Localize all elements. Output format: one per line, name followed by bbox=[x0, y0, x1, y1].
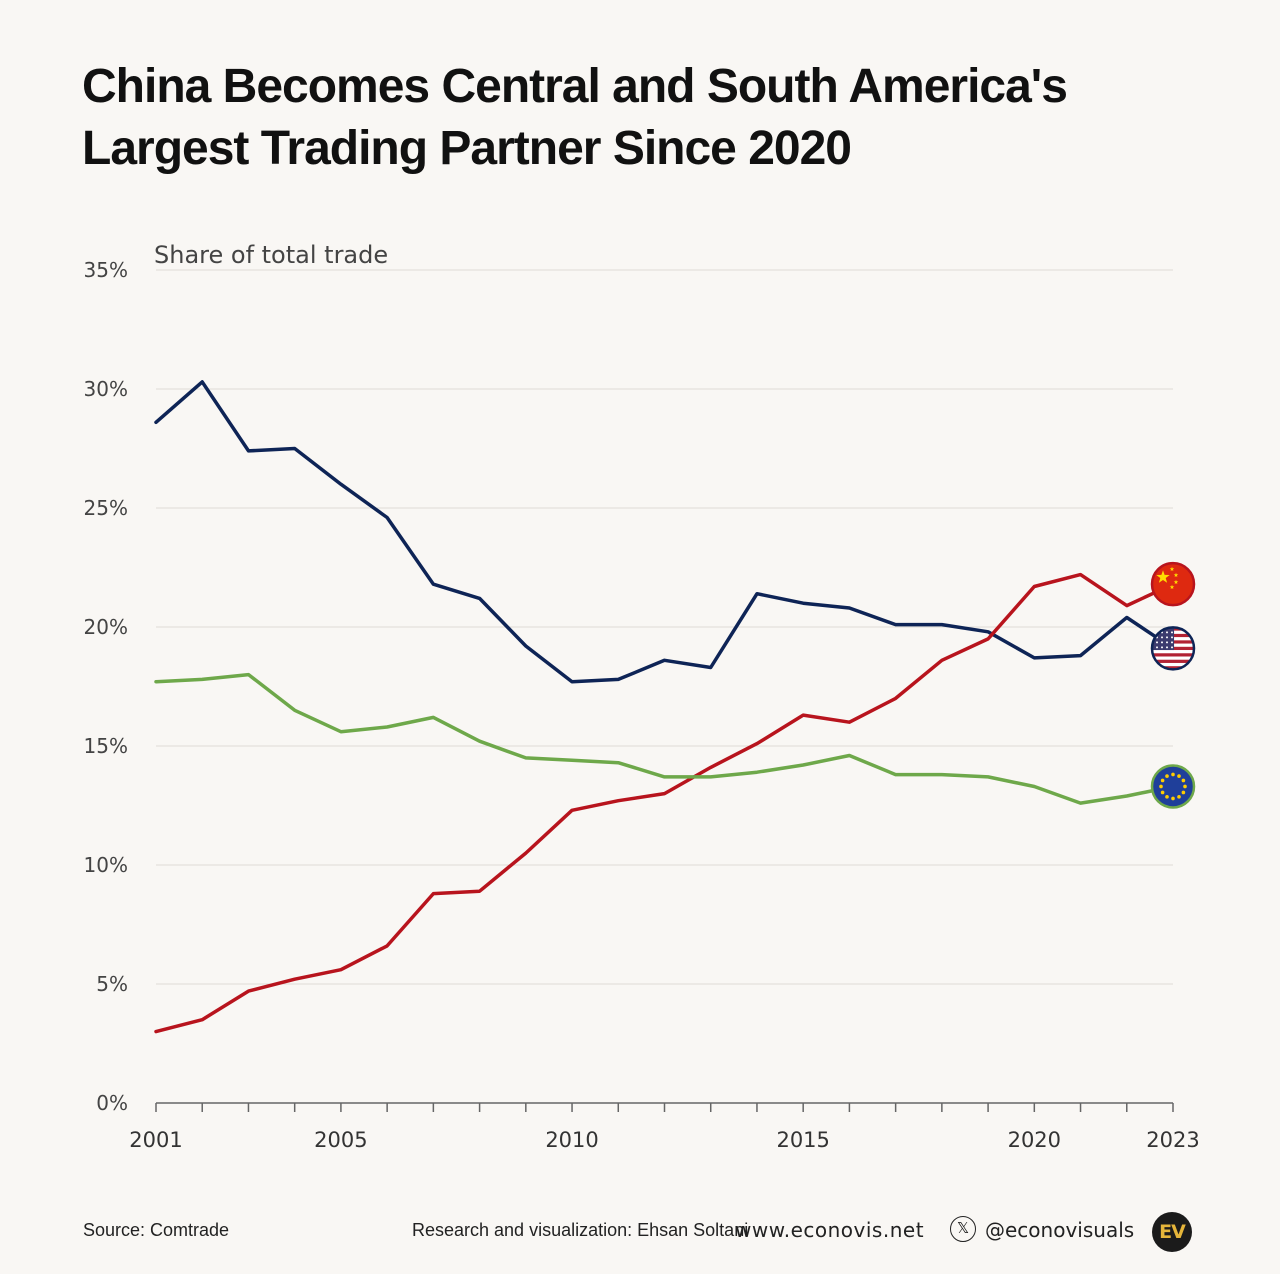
eu-flag-icon bbox=[1150, 764, 1196, 809]
credit-note: Research and visualization: Ehsan Soltan… bbox=[412, 1220, 749, 1240]
x-axis: 2001 2005 2010 2015 2020 2023 bbox=[129, 1102, 1200, 1152]
y-tick-label: 0% bbox=[96, 1091, 128, 1115]
source-note: Source: Comtrade bbox=[83, 1220, 230, 1240]
x-tick-label: 2020 bbox=[1008, 1128, 1061, 1152]
line-chart: Share of total trade 0% 5% 10% 15% 20% 25% 30%… bbox=[84, 241, 1200, 1152]
x-tick-label: 2023 bbox=[1146, 1128, 1199, 1152]
chart-title-line-2: Largest Trading Partner Since 2020 bbox=[82, 122, 852, 175]
y-tick-label: 20% bbox=[84, 615, 128, 639]
series-lines bbox=[154, 380, 1175, 1034]
y-tick-label: 30% bbox=[84, 377, 128, 401]
y-tick-label: 25% bbox=[84, 496, 128, 520]
x-tick-label: 2010 bbox=[545, 1128, 598, 1152]
china-flag-icon bbox=[1150, 561, 1196, 607]
x-tick-label: 2005 bbox=[314, 1128, 367, 1152]
x-logo-icon[interactable]: 𝕏 bbox=[950, 1216, 976, 1242]
chart-title: China Becomes Central and South America'… bbox=[82, 56, 1182, 180]
x-tick-label: 2001 bbox=[129, 1128, 182, 1152]
y-tick-label: 5% bbox=[96, 972, 128, 996]
y-tick-label: 35% bbox=[84, 258, 128, 282]
us-flag-icon bbox=[1150, 626, 1196, 671]
y-axis-title: Share of total trade bbox=[154, 241, 388, 269]
series-line-european-union bbox=[154, 672, 1175, 805]
social-handle[interactable]: @econovisuals bbox=[985, 1218, 1135, 1242]
series-line-united-states bbox=[154, 380, 1175, 684]
series-end-markers bbox=[1150, 561, 1196, 809]
footer: Source: Comtrade Research and visualizat… bbox=[0, 1210, 1280, 1254]
y-axis-ticks: 0% 5% 10% 15% 20% 25% 30% 35% bbox=[84, 258, 128, 1115]
gridlines bbox=[156, 269, 1173, 985]
series-line-china bbox=[154, 572, 1175, 1034]
x-tick-label: 2015 bbox=[776, 1128, 829, 1152]
y-tick-label: 10% bbox=[84, 853, 128, 877]
chart-title-line-1: China Becomes Central and South America'… bbox=[82, 60, 1068, 113]
econovis-logo: EV bbox=[1152, 1212, 1192, 1252]
y-tick-label: 15% bbox=[84, 734, 128, 758]
website-link[interactable]: www.econovis.net bbox=[735, 1218, 925, 1242]
